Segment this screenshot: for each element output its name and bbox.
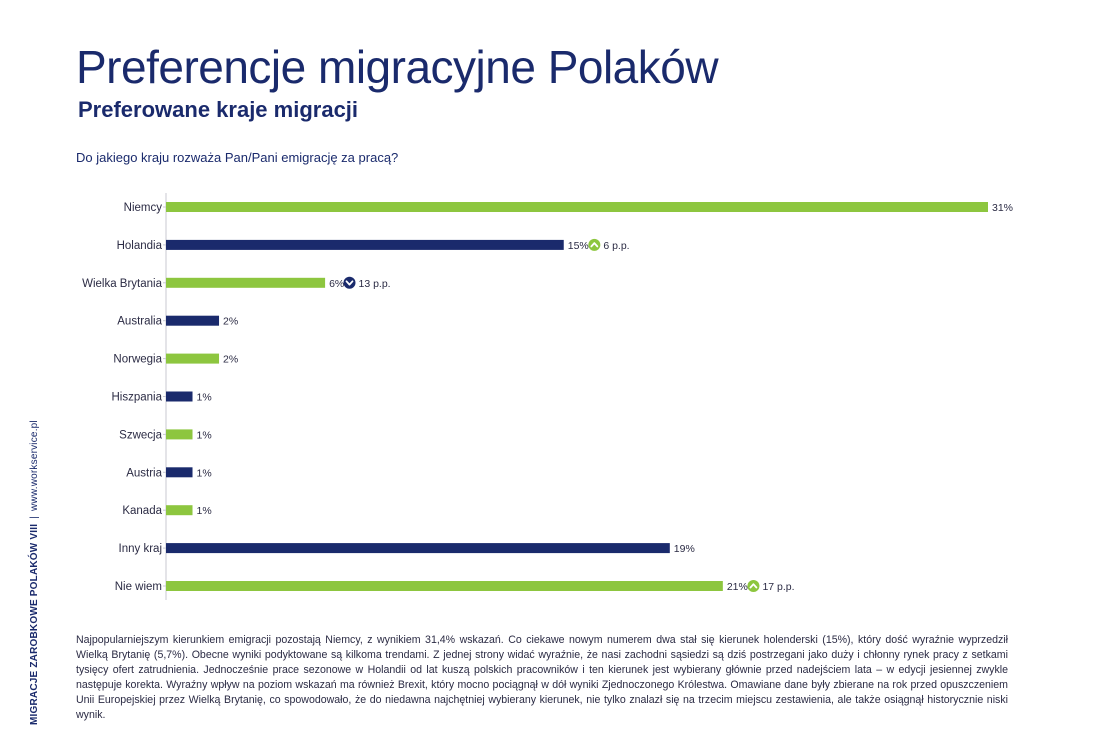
category-label: Nie wiem <box>115 581 162 593</box>
side-note-url: www.workservice.pl <box>29 420 40 511</box>
description-paragraph: Najpopularniejszym kierunkiem emigracji … <box>76 634 1008 721</box>
survey-question: Do jakiego kraju rozważa Pan/Pani emigra… <box>76 150 399 165</box>
category-label: Holandia <box>117 240 163 252</box>
value-label: 1% <box>197 467 212 479</box>
category-label: Inny kraj <box>119 543 162 555</box>
bar <box>166 277 326 288</box>
value-label: 1% <box>197 505 212 517</box>
value-label: 15% <box>568 240 589 252</box>
bar <box>166 353 220 364</box>
value-label: 21% <box>727 581 748 593</box>
bar <box>166 505 193 516</box>
category-label: Kanada <box>122 505 162 517</box>
value-label: 1% <box>197 429 212 441</box>
bar <box>166 467 193 478</box>
arrow-up-icon <box>747 580 760 592</box>
chevron-glyph <box>749 583 758 589</box>
category-label: Hiszpania <box>112 392 163 404</box>
bar <box>166 543 670 554</box>
category-label: Australia <box>117 316 162 328</box>
category-label: Niemcy <box>124 202 163 214</box>
bar <box>166 429 193 440</box>
page-subtitle: Preferowane kraje migracji <box>78 97 359 122</box>
side-note: MIGRACJE ZAROBKOWE POLAKÓW VIII | www.work… <box>29 420 40 725</box>
value-label: 2% <box>223 316 238 328</box>
change-label: 6 p.p. <box>603 240 629 252</box>
bar <box>166 581 723 591</box>
side-note-separator: | <box>29 515 40 519</box>
category-label: Norwegia <box>113 354 162 366</box>
bar <box>166 202 988 212</box>
bar <box>166 315 220 326</box>
bar <box>166 239 564 250</box>
arrow-down-icon <box>343 276 356 289</box>
side-note-brand: MIGRACJE ZAROBKOWE POLAKÓW VIII <box>29 523 40 725</box>
value-label: 1% <box>197 392 212 404</box>
arrow-up-icon <box>588 238 601 251</box>
value-label: 2% <box>223 354 238 366</box>
value-label: 19% <box>674 543 695 555</box>
value-label: 31% <box>992 202 1013 214</box>
change-label: 17 p.p. <box>762 581 794 593</box>
change-label: 13 p.p. <box>358 278 390 290</box>
category-label: Szwecja <box>119 429 162 441</box>
category-label: Austria <box>126 467 162 479</box>
value-label: 6% <box>329 278 344 290</box>
page-title: Preferencje migracyjne Polaków <box>76 41 719 93</box>
chevron-glyph <box>345 280 354 286</box>
category-label: Wielka Brytania <box>82 278 162 290</box>
bar <box>166 391 193 402</box>
chevron-glyph <box>590 242 599 248</box>
